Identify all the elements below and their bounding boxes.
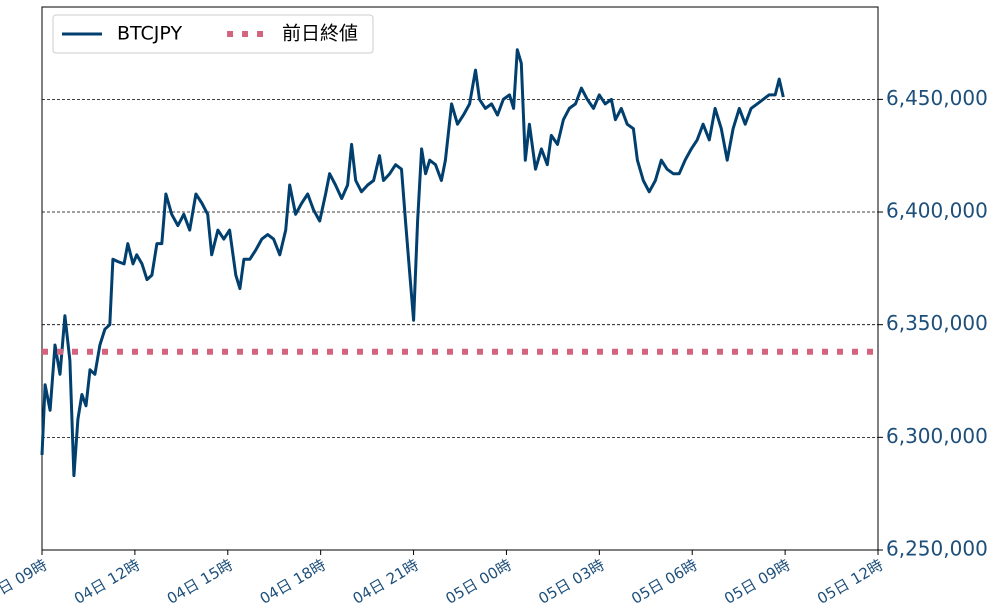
x-tick-label: 04日 21時 [350,556,422,608]
x-tick-label: 04日 09時 [0,556,50,608]
y-tick-label: 6,400,000 [886,199,988,223]
x-tick-label: 05日 03時 [535,556,607,608]
legend-box [52,14,374,54]
x-tick-label: 05日 12時 [814,556,886,608]
x-tick-label: 04日 18時 [257,556,329,608]
x-tick-label: 05日 00時 [443,556,515,608]
x-tick-label: 05日 09時 [721,556,793,608]
legend-label: 前日終値 [282,23,358,45]
y-tick-label: 6,250,000 [886,537,988,561]
legend: BTCJPY 前日終値 [52,14,374,54]
x-tick-label: 05日 06時 [628,556,700,608]
y-tick-label: 6,300,000 [886,424,988,448]
x-tick-label: 04日 12時 [71,556,143,608]
plot-area [41,6,879,551]
y-tick-label: 6,350,000 [886,311,988,335]
x-tick-label: 04日 15時 [164,556,236,608]
legend-label: BTCJPY [117,23,182,45]
y-tick-label: 6,450,000 [886,86,988,110]
series-line [40,48,785,478]
